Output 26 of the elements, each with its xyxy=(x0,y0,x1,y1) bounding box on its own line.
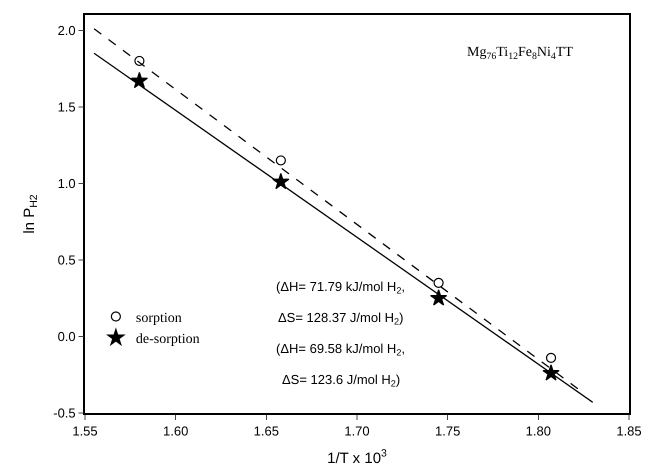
point xyxy=(546,352,556,363)
x-tick-label: 1.55 xyxy=(72,423,98,438)
y-tick-label: 2.0 xyxy=(58,22,76,38)
y-tick-label: -0.5 xyxy=(53,406,76,421)
x-tick-label: 1.85 xyxy=(616,423,642,438)
annotation: ΔS= 128.37 J/mol H$_{2}$) xyxy=(278,310,404,327)
point xyxy=(276,155,286,166)
x-axis-title: 1/T x 10$^{3}$ xyxy=(327,448,388,467)
annotation: (ΔH= 71.79 kJ/mol H$_{2}$, xyxy=(276,279,405,296)
legend-label: sorption xyxy=(136,310,182,326)
y-tick-label: 1.5 xyxy=(58,99,76,114)
y-tick-label: 1.0 xyxy=(58,176,76,191)
annotation: ΔS= 123.6 J/mol H$_{2}$) xyxy=(282,372,400,389)
x-tick-label: 1.75 xyxy=(435,423,460,438)
legend-label: de-sorption xyxy=(136,332,200,348)
x-tick-label: 1.70 xyxy=(344,423,370,438)
text: Mg$_{76}$Ti$_{12}$Fe$_{8}$Ni$_{4}$TT xyxy=(467,45,573,62)
y-tick-label: 0.5 xyxy=(58,252,76,268)
y-tick-label: 0.0 xyxy=(58,329,76,344)
x-tick-label: 1.65 xyxy=(254,423,279,438)
point xyxy=(130,72,148,88)
x-tick-label: 1.80 xyxy=(526,423,551,438)
x-tick-label: 1.60 xyxy=(163,423,188,438)
point xyxy=(134,56,144,66)
annotation: (ΔH= 69.58 kJ/mol H$_{2}$, xyxy=(276,341,405,358)
point xyxy=(434,278,444,288)
